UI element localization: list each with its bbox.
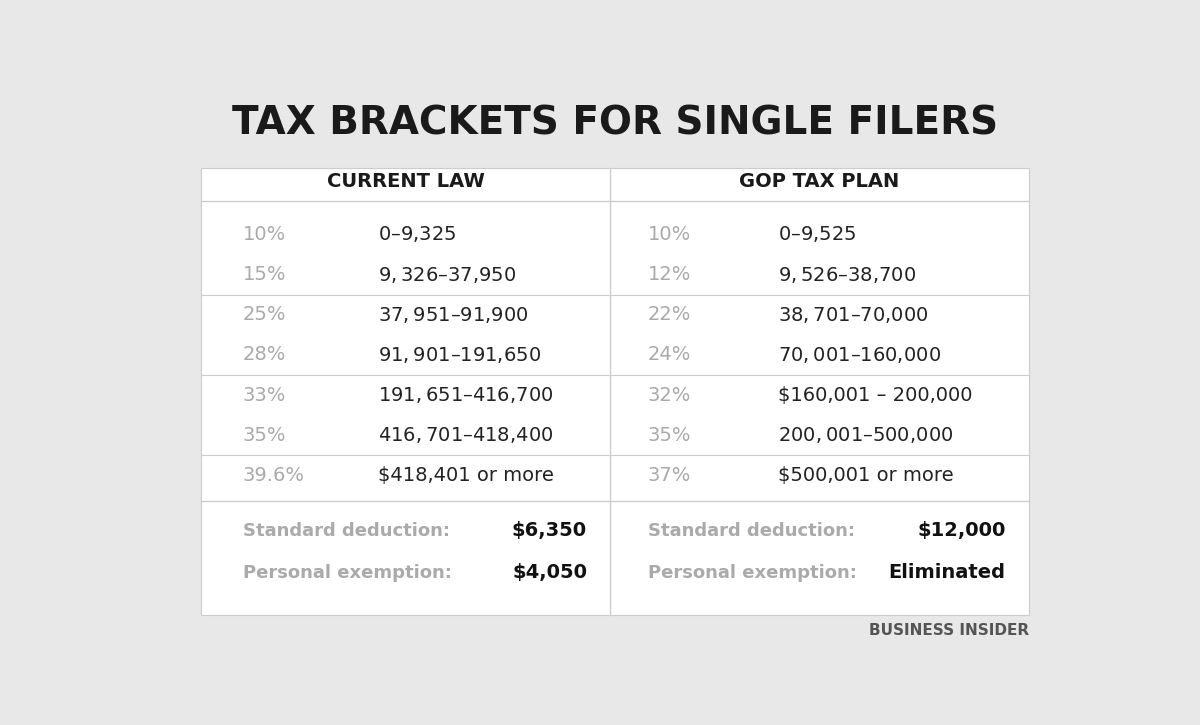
Text: 24%: 24% [648, 345, 691, 365]
Text: $9,526 – $38,700: $9,526 – $38,700 [778, 265, 916, 285]
Text: Personal exemption:: Personal exemption: [242, 563, 452, 581]
Text: $500,001 or more: $500,001 or more [778, 466, 953, 485]
Text: 10%: 10% [648, 225, 691, 244]
Text: Eliminated: Eliminated [888, 563, 1006, 582]
Text: 10%: 10% [242, 225, 287, 244]
Text: Standard deduction:: Standard deduction: [242, 522, 450, 540]
Text: GOP TAX PLAN: GOP TAX PLAN [739, 173, 900, 191]
Text: $200,001 – $500,000: $200,001 – $500,000 [778, 426, 953, 445]
Text: 15%: 15% [242, 265, 287, 284]
Text: $70,001 – $160,000: $70,001 – $160,000 [778, 345, 941, 365]
Text: Personal exemption:: Personal exemption: [648, 563, 857, 581]
Text: $12,000: $12,000 [917, 521, 1006, 540]
Text: 35%: 35% [648, 426, 691, 445]
Text: $0 – $9,325: $0 – $9,325 [378, 224, 456, 244]
Text: $38,701 – $70,000: $38,701 – $70,000 [778, 304, 929, 325]
Text: 39.6%: 39.6% [242, 466, 305, 485]
Text: $9,326 – $37,950: $9,326 – $37,950 [378, 265, 516, 285]
Text: $0 – $9,525: $0 – $9,525 [778, 224, 856, 244]
Text: 37%: 37% [648, 466, 691, 485]
Text: CURRENT LAW: CURRENT LAW [326, 173, 485, 191]
Text: $6,350: $6,350 [512, 521, 587, 540]
Text: $160,001 – 200,000: $160,001 – 200,000 [778, 386, 972, 405]
Text: 28%: 28% [242, 345, 287, 365]
Text: $191,651 – $416,700: $191,651 – $416,700 [378, 385, 553, 405]
FancyBboxPatch shape [202, 168, 1028, 615]
Text: TAX BRACKETS FOR SINGLE FILERS: TAX BRACKETS FOR SINGLE FILERS [232, 104, 998, 142]
Text: $416,701 – $418,400: $416,701 – $418,400 [378, 426, 553, 445]
Text: $37,951 – $91,900: $37,951 – $91,900 [378, 304, 528, 325]
Text: 12%: 12% [648, 265, 691, 284]
Text: $91,901 – $191,650: $91,901 – $191,650 [378, 345, 541, 365]
Text: $4,050: $4,050 [512, 563, 587, 582]
Text: $418,401 or more: $418,401 or more [378, 466, 553, 485]
Text: 33%: 33% [242, 386, 287, 405]
Text: 25%: 25% [242, 305, 287, 324]
Text: Standard deduction:: Standard deduction: [648, 522, 854, 540]
Text: BUSINESS INSIDER: BUSINESS INSIDER [869, 623, 1028, 638]
Text: 22%: 22% [648, 305, 691, 324]
Text: 32%: 32% [648, 386, 691, 405]
Text: 35%: 35% [242, 426, 287, 445]
